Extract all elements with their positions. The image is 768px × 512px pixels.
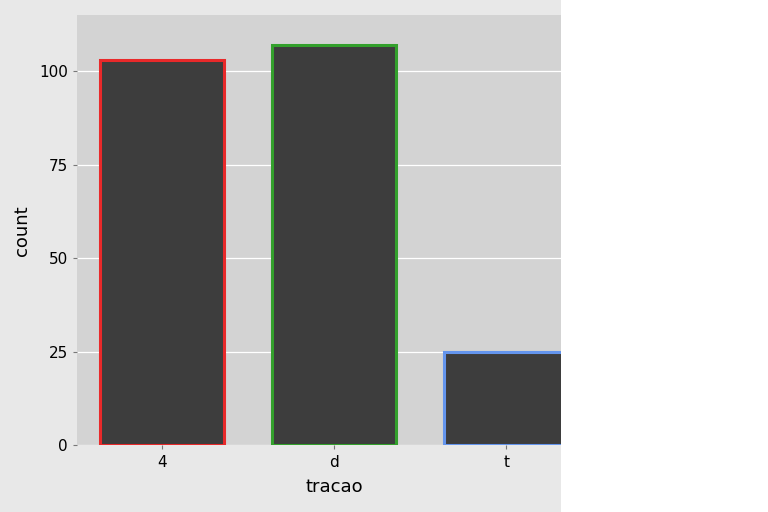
Bar [445, 352, 568, 445]
X-axis label: tracao: tracao [306, 479, 363, 497]
Bar [273, 45, 396, 445]
Y-axis label: count: count [12, 205, 31, 255]
Legend: 4, d, t: 4, d, t [602, 15, 680, 149]
Bar [100, 60, 224, 445]
